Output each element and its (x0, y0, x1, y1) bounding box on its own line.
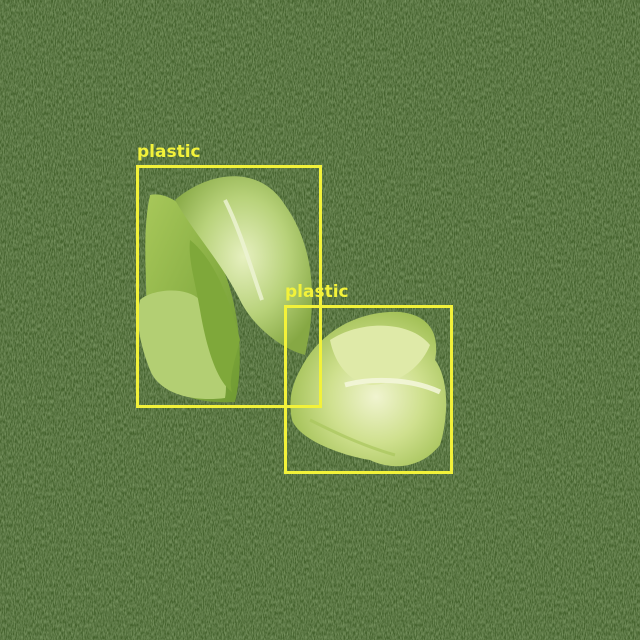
detection-label: plastic (285, 282, 349, 302)
detection-label: plastic (137, 142, 201, 162)
bounding-box (136, 165, 322, 408)
lettuce-right (290, 311, 447, 467)
bounding-box (284, 305, 453, 474)
lettuce-left (138, 176, 313, 403)
